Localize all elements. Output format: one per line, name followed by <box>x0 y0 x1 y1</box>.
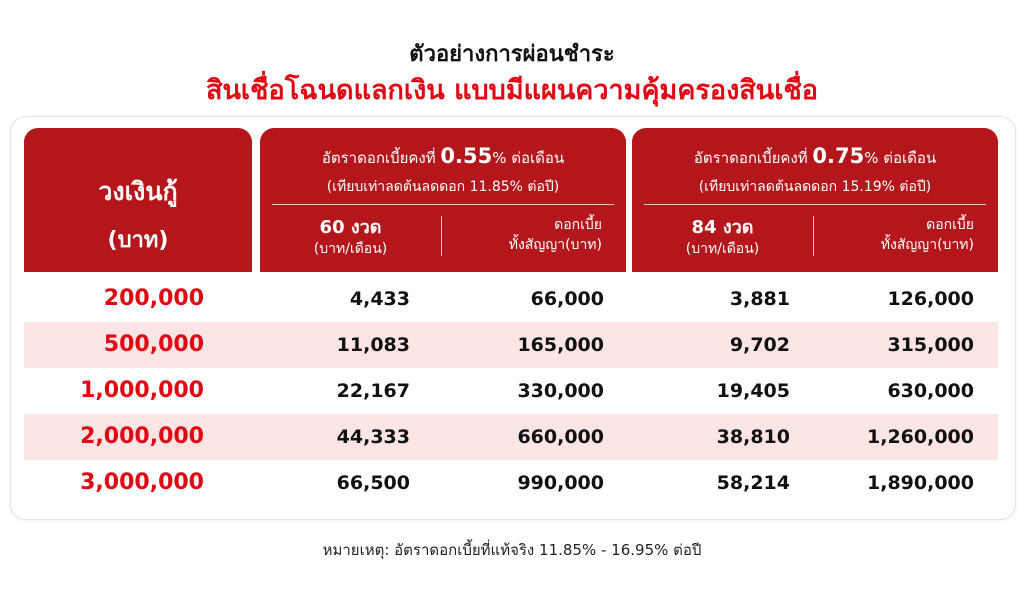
table-row: 2,000,000 44,333 660,000 38,810 1,260,00… <box>24 414 998 460</box>
monthly-header-unit: (บาท/เดือน) <box>313 241 388 257</box>
group-header-60: อัตราดอกเบี้ยคงที่ 0.55% ต่อเดือน (เทียบ… <box>260 128 626 272</box>
group-divider <box>272 204 614 205</box>
rate-prefix: อัตราดอกเบี้ยคงที่ <box>321 149 441 167</box>
monthly-84-cell: 3,881 <box>729 288 790 310</box>
table-row: 3,000,000 66,500 990,000 58,214 1,890,00… <box>24 460 998 506</box>
monthly-header-unit: (บาท/เดือน) <box>685 241 760 257</box>
table-row: 1,000,000 22,167 330,000 19,405 630,000 <box>24 368 998 414</box>
rate-value: 0.75 <box>812 144 865 168</box>
rate-suffix: % ต่อเดือน <box>864 149 937 167</box>
loan-amount-cell: 200,000 <box>103 286 204 311</box>
interest-84-cell: 315,000 <box>887 334 974 356</box>
table-row: 200,000 4,433 66,000 3,881 126,000 <box>24 276 998 322</box>
interest-header-label: ดอกเบี้ย <box>554 217 602 233</box>
monthly-60-cell: 66,500 <box>336 472 410 494</box>
group-rate: อัตราดอกเบี้ยคงที่ 0.55% ต่อเดือน <box>260 144 626 170</box>
column-divider <box>813 216 814 256</box>
interest-84-cell: 1,890,000 <box>867 472 974 494</box>
loan-header-label: วงเงินกู้ <box>98 177 178 206</box>
monthly-60-cell: 11,083 <box>336 334 410 356</box>
monthly-header-term: 60 งวด <box>319 217 382 238</box>
interest-60-cell: 660,000 <box>517 426 604 448</box>
interest-84-cell: 126,000 <box>887 288 974 310</box>
group-header-84: อัตราดอกเบี้ยคงที่ 0.75% ต่อเดือน (เทียบ… <box>632 128 998 272</box>
loan-amount-cell: 3,000,000 <box>80 470 204 495</box>
monthly-84-cell: 9,702 <box>729 334 790 356</box>
rate-suffix: % ต่อเดือน <box>492 149 565 167</box>
group-divider <box>644 204 986 205</box>
loan-amount-cell: 2,000,000 <box>80 424 204 449</box>
monthly-84-cell: 38,810 <box>716 426 790 448</box>
interest-84-cell: 630,000 <box>887 380 974 402</box>
rate-prefix: อัตราดอกเบี้ยคงที่ <box>693 149 813 167</box>
loan-header-unit: (บาท) <box>107 228 169 253</box>
monthly-60-cell: 4,433 <box>349 288 410 310</box>
interest-60-cell: 330,000 <box>517 380 604 402</box>
group-rate: อัตราดอกเบี้ยคงที่ 0.75% ต่อเดือน <box>632 144 998 170</box>
interest-60-cell: 165,000 <box>517 334 604 356</box>
group-equivalent-rate: (เทียบเท่าลดต้นลดดอก 15.19% ต่อปี) <box>698 179 932 195</box>
interest-84-cell: 1,260,000 <box>867 426 974 448</box>
interest-header-unit: ทั้งสัญญา(บาท) <box>508 237 602 253</box>
interest-60-cell: 66,000 <box>530 288 604 310</box>
page-title: ตัวอย่างการผ่อนชำระ <box>409 42 615 67</box>
loan-amount-cell: 500,000 <box>103 332 204 357</box>
monthly-header-term: 84 งวด <box>691 217 754 238</box>
monthly-84-cell: 19,405 <box>716 380 790 402</box>
page-subtitle: สินเชื่อโฉนดแลกเงิน แบบมีแผนความคุ้มครอง… <box>205 75 819 106</box>
monthly-60-cell: 22,167 <box>336 380 410 402</box>
interest-header-label: ดอกเบี้ย <box>926 217 974 233</box>
group-equivalent-rate: (เทียบเท่าลดต้นลดดอก 11.85% ต่อปี) <box>326 179 560 195</box>
footnote: หมายเหตุ: อัตราดอกเบี้ยที่แท้จริง 11.85%… <box>322 541 702 559</box>
column-divider <box>441 216 442 256</box>
table-row: 500,000 11,083 165,000 9,702 315,000 <box>24 322 998 368</box>
monthly-60-cell: 44,333 <box>336 426 410 448</box>
loan-amount-cell: 1,000,000 <box>80 378 204 403</box>
monthly-84-cell: 58,214 <box>716 472 790 494</box>
interest-header-unit: ทั้งสัญญา(บาท) <box>880 237 974 253</box>
rate-value: 0.55 <box>440 144 493 168</box>
interest-60-cell: 990,000 <box>517 472 604 494</box>
loan-column-header: วงเงินกู้ (บาท) <box>24 128 252 272</box>
